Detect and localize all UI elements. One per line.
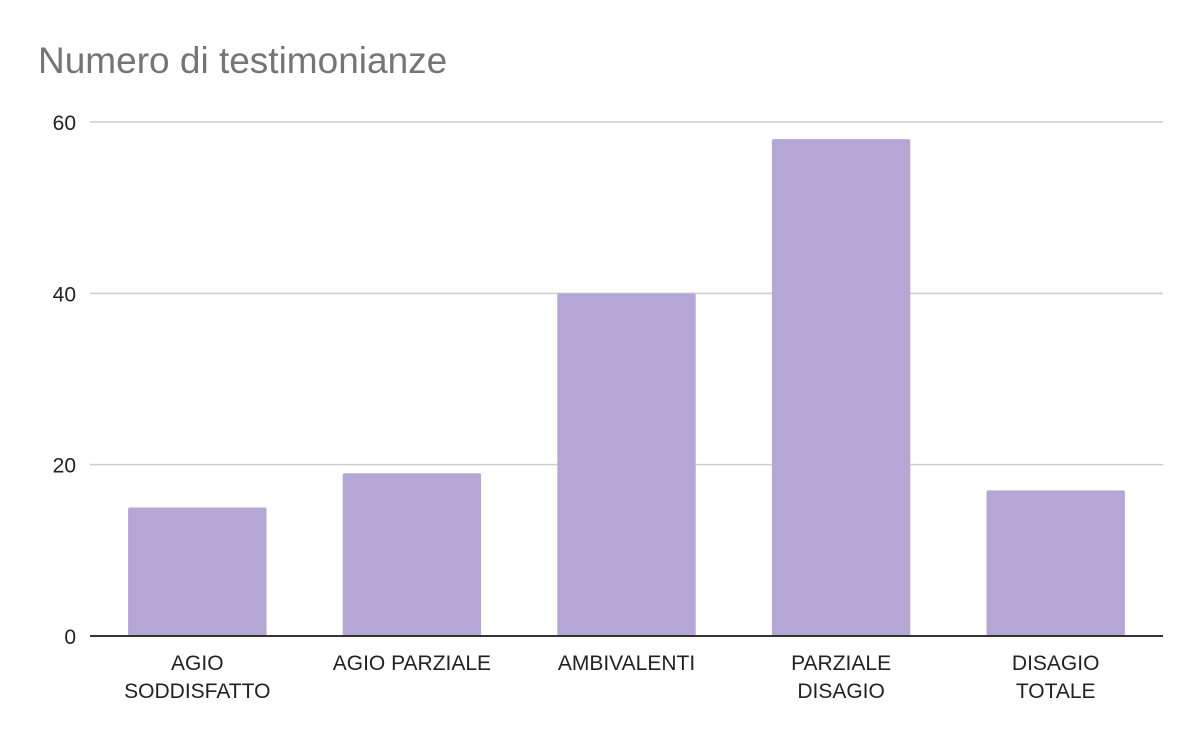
chart-title: Numero di testimonianze [38,40,448,81]
bar [986,490,1125,636]
bars [128,139,1125,636]
bar [128,507,267,636]
x-tick-label: DISAGIO TOTALE [1012,652,1100,703]
x-tick-label: AGIO PARZIALE [333,652,491,675]
bar [557,293,696,636]
bar [771,139,911,636]
labels: 0 20 40 60 AGIO SODDISFATTO AGIO PARZIALE AMBIV… [53,112,1100,703]
y-tick-label: 20 [53,455,76,478]
x-tick-label: AMBIVALENTI [558,652,695,675]
x-tick-label: PARZIALE DISAGIO [791,652,891,703]
y-tick-label: 60 [53,112,76,135]
x-tick-label: AGIO SODDISFATTO [124,652,270,703]
bar [342,473,482,636]
y-tick-label: 0 [64,626,76,649]
y-tick-label: 40 [53,283,76,306]
